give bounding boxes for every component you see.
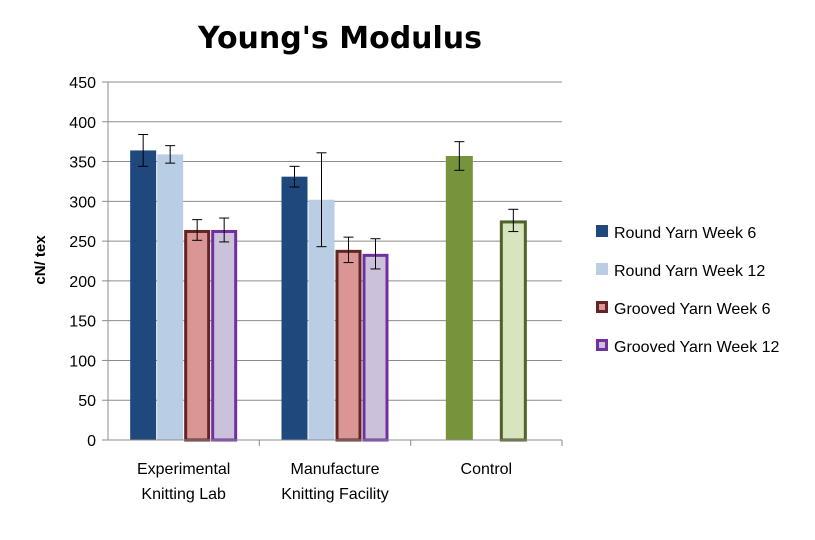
y-tick-label: 200 bbox=[69, 274, 96, 291]
legend-label: Grooved Yarn Week 6 bbox=[614, 301, 771, 318]
legend-label: Round Yarn Week 6 bbox=[614, 225, 756, 242]
bar bbox=[499, 220, 527, 442]
y-tick-label: 250 bbox=[69, 234, 96, 251]
legend-swatch bbox=[596, 339, 608, 351]
category-labels: Experimental Knitting Lab Manufacture Knitt… bbox=[137, 461, 512, 503]
bar bbox=[445, 155, 473, 440]
legend-swatch bbox=[596, 263, 608, 275]
category-label: Knitting Facility bbox=[281, 486, 389, 503]
legend: Round Yarn Week 6 Round Yarn Week 12 Groov… bbox=[596, 225, 780, 356]
y-axis-label: cN/ tex bbox=[32, 235, 49, 285]
y-tick-labels: 0 50 100 150 200 250 300 350 400 450 bbox=[69, 75, 96, 450]
legend-swatch bbox=[596, 301, 608, 313]
chart-title: Young's Modulus bbox=[197, 21, 482, 56]
bar bbox=[211, 229, 238, 442]
bar bbox=[184, 229, 211, 442]
y-tick-label: 400 bbox=[69, 115, 96, 132]
category-label: Control bbox=[461, 461, 513, 478]
y-tick-label: 300 bbox=[69, 194, 96, 211]
bars bbox=[130, 150, 527, 442]
bar bbox=[335, 249, 362, 442]
y-tick-label: 450 bbox=[69, 75, 96, 92]
bar bbox=[157, 154, 184, 440]
legend-label: Round Yarn Week 12 bbox=[614, 263, 765, 280]
error-bars bbox=[138, 134, 519, 270]
y-tick-label: 0 bbox=[87, 433, 96, 450]
y-tick-label: 50 bbox=[78, 393, 96, 410]
y-tick-label: 350 bbox=[69, 155, 96, 172]
gridlines bbox=[108, 81, 562, 401]
legend-label: Grooved Yarn Week 12 bbox=[614, 339, 780, 356]
bar bbox=[130, 150, 157, 440]
axes bbox=[102, 81, 563, 446]
y-tick-label: 150 bbox=[69, 314, 96, 331]
category-label: Knitting Lab bbox=[141, 486, 226, 503]
bar bbox=[281, 176, 308, 440]
legend-swatch bbox=[596, 225, 608, 237]
y-tick-label: 100 bbox=[69, 353, 96, 370]
category-label: Experimental bbox=[137, 461, 230, 478]
category-label: Manufacture bbox=[291, 461, 380, 478]
bar bbox=[362, 253, 389, 442]
